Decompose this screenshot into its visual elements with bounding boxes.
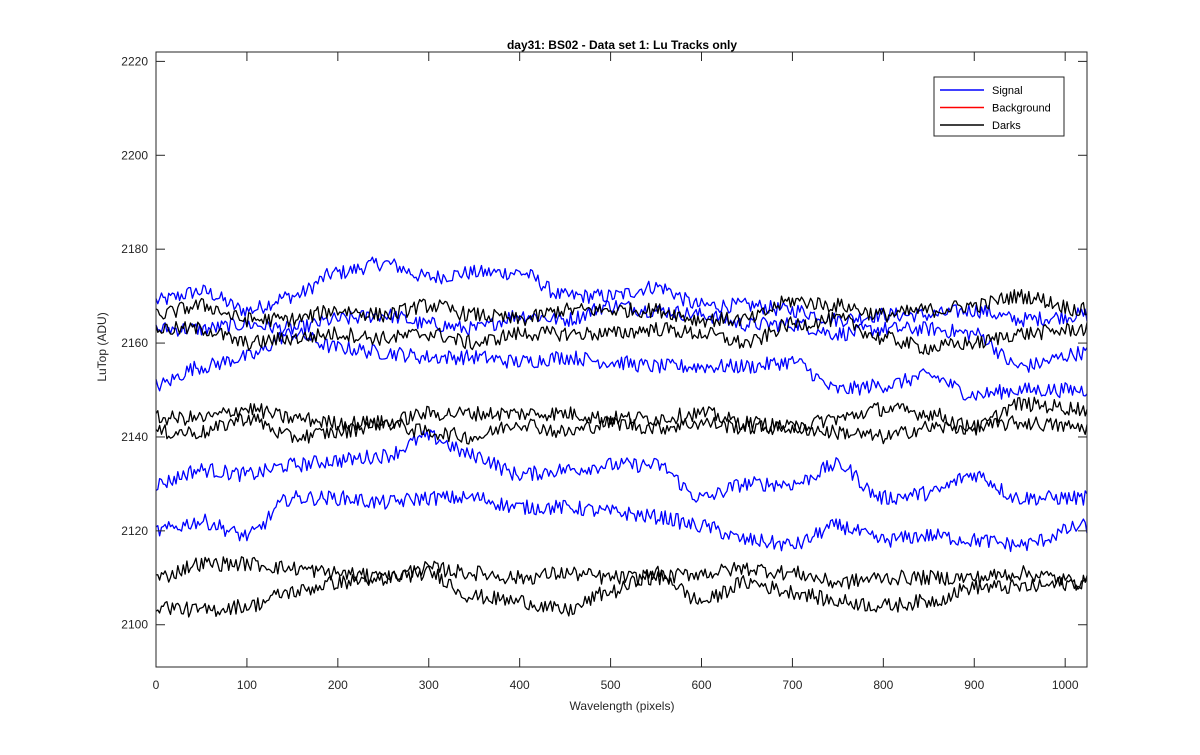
y-tick-label: 2100	[121, 618, 148, 632]
signal-series-line-3	[155, 429, 1088, 506]
signal-series-line-1	[155, 299, 1088, 373]
legend: Signal Background Darks	[933, 76, 1065, 137]
series-layer	[155, 256, 1088, 618]
signal-series-line-0	[155, 256, 1088, 328]
x-axis: 0 100 200 300 400 500 600 700 800 900 1000	[153, 52, 1079, 692]
y-tick-label: 2200	[121, 148, 148, 162]
y-tick-label: 2180	[121, 242, 148, 256]
y-tick-label: 2120	[121, 524, 148, 538]
legend-box	[933, 76, 1065, 137]
x-axis-label: Wavelength (pixels)	[570, 699, 675, 713]
y-tick-label: 2220	[121, 54, 148, 68]
legend-label-background: Background	[992, 103, 1051, 115]
x-tick-label: 500	[601, 678, 621, 692]
y-tick-label: 2160	[121, 336, 148, 350]
x-tick-label: 0	[153, 678, 160, 692]
y-axis-label: LuTop (ADU)	[95, 312, 109, 381]
y-tick-label: 2140	[121, 430, 148, 444]
x-tick-label: 200	[328, 678, 348, 692]
darks-series-line-7	[155, 396, 1088, 435]
darks-series-line-9	[156, 556, 1088, 590]
darks-series-line-10	[155, 565, 1088, 618]
x-tick-label: 400	[510, 678, 530, 692]
x-tick-label: 100	[237, 678, 257, 692]
x-tick-label: 900	[964, 678, 984, 692]
legend-label-signal: Signal	[992, 85, 1023, 97]
signal-series-line-4	[155, 490, 1088, 553]
y-axis: 2100 2120 2140 2160 2180 2200 2220	[121, 54, 1087, 632]
legend-label-darks: Darks	[992, 120, 1021, 132]
x-tick-label: 600	[691, 678, 711, 692]
x-tick-label: 800	[873, 678, 893, 692]
darks-series-line-8	[155, 412, 1088, 445]
darks-series-line-6	[155, 311, 1088, 356]
x-tick-label: 1000	[1052, 678, 1079, 692]
chart-title: day31: BS02 - Data set 1: Lu Tracks only	[507, 38, 737, 52]
darks-series-line-5	[155, 288, 1088, 328]
x-tick-label: 700	[782, 678, 802, 692]
axes-box	[155, 51, 1088, 668]
x-tick-label: 300	[419, 678, 439, 692]
